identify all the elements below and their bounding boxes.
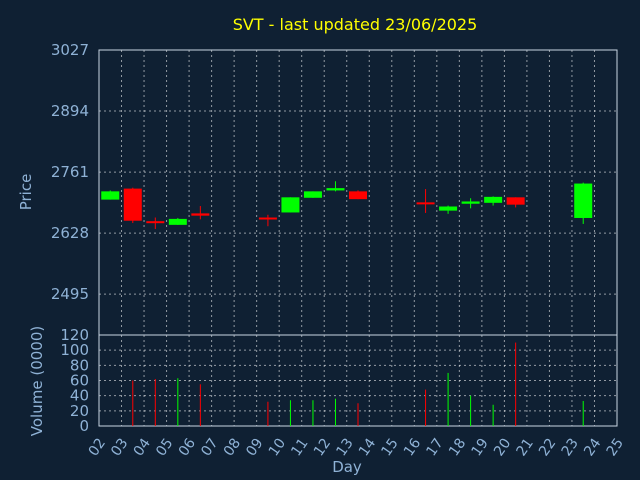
x-tick-label: 21 xyxy=(514,435,537,459)
x-tick-label: 07 xyxy=(198,435,221,459)
x-tick-label: 15 xyxy=(378,435,401,459)
volume-axis-label: Volume (0000) xyxy=(28,326,46,436)
x-tick-label: 17 xyxy=(423,435,446,459)
candle-body xyxy=(574,183,593,218)
volume-tick-label: 120 xyxy=(60,326,89,344)
price-tick-label: 2495 xyxy=(51,285,89,303)
x-tick-label: 02 xyxy=(86,435,109,459)
x-tick-label: 08 xyxy=(221,435,244,459)
x-tick-label: 14 xyxy=(356,435,379,459)
price-tick-label: 2894 xyxy=(51,102,89,120)
x-tick-label: 13 xyxy=(333,435,356,459)
x-tick-label: 19 xyxy=(469,435,492,459)
x-tick-label: 03 xyxy=(108,435,131,459)
price-axis-label: Price xyxy=(17,174,35,211)
x-tick-label: 18 xyxy=(446,435,469,459)
price-tick-label: 2761 xyxy=(51,163,89,181)
volume-tick-label: 60 xyxy=(70,372,89,390)
x-tick-label: 10 xyxy=(266,435,289,459)
x-tick-label: 23 xyxy=(559,435,582,459)
price-tick-label: 3027 xyxy=(51,41,89,59)
candle-body xyxy=(258,217,277,220)
candle-body xyxy=(461,201,480,204)
volume-tick-label: 80 xyxy=(70,356,89,374)
x-tick-label: 22 xyxy=(536,435,559,459)
volume-tick-label: 40 xyxy=(70,387,89,405)
candle-body xyxy=(101,191,120,200)
x-tick-label: 04 xyxy=(131,435,154,459)
candle-body xyxy=(146,221,165,224)
x-tick-label: 09 xyxy=(243,435,266,459)
candle-body xyxy=(506,197,525,205)
volume-panel: 02 03 04 05 06 07 08 09 10 11 12 13 14 15 16 17 18 19 20 21… xyxy=(60,326,627,459)
price-tick-label: 2628 xyxy=(51,224,89,242)
candle-body xyxy=(416,202,435,205)
x-tick-label: 06 xyxy=(176,435,199,459)
chart-title: SVT - last updated 23/06/2025 xyxy=(233,15,478,34)
x-tick-label: 25 xyxy=(604,435,627,459)
candle-body xyxy=(349,191,367,200)
candle-body xyxy=(123,188,142,221)
x-tick-label: 12 xyxy=(311,435,334,459)
volume-tick-label: 20 xyxy=(70,402,89,420)
x-tick-label: 24 xyxy=(581,435,604,459)
candle-body xyxy=(484,196,503,203)
candle-body xyxy=(281,197,300,213)
x-tick-label: 11 xyxy=(288,435,311,459)
candle-body xyxy=(191,213,210,216)
candle-body xyxy=(439,206,458,211)
x-tick-label: 16 xyxy=(401,435,424,459)
price-panel: 3027 2894 2761 2628 2495 xyxy=(51,41,618,336)
volume-tick-label: 0 xyxy=(79,417,89,435)
x-axis-label: Day xyxy=(332,458,362,476)
volume-tick-label: 100 xyxy=(60,341,89,359)
x-tick-label: 05 xyxy=(153,435,176,459)
candle-body xyxy=(303,191,322,198)
candle-body xyxy=(168,218,187,225)
candle-body xyxy=(326,188,345,191)
x-tick-label: 20 xyxy=(491,435,514,459)
